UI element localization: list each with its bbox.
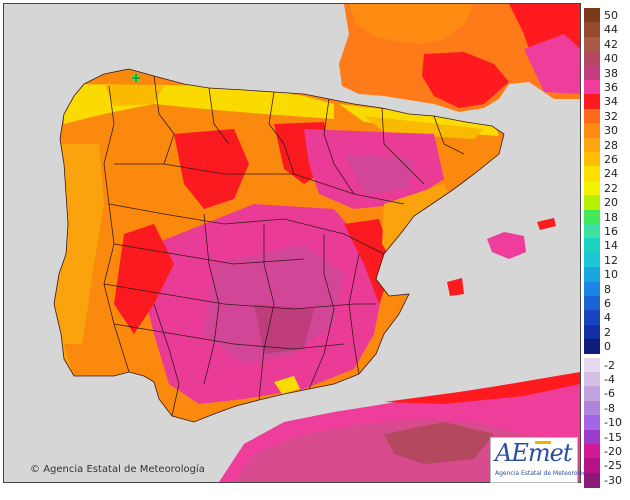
- copyright-notice: © Agencia Estatal de Meteorología: [30, 464, 205, 475]
- logo-subtext: Agencia Estatal de Meteorología: [495, 470, 592, 477]
- legend-label: 14: [604, 239, 618, 253]
- legend-label: -8: [604, 401, 615, 415]
- legend-label: -20: [604, 445, 622, 458]
- legend-swatch: [584, 472, 600, 489]
- ibiza: [447, 278, 464, 296]
- logo-accent: [535, 441, 551, 444]
- legend-row: 18: [584, 209, 628, 226]
- legend-row: 44: [584, 22, 628, 39]
- legend-label: 30: [604, 124, 618, 138]
- legend-label: 18: [604, 210, 618, 224]
- legend-row: 42: [584, 36, 628, 53]
- legend-label: 8: [604, 282, 611, 296]
- legend-label: 20: [604, 196, 618, 210]
- legend-swatch: [584, 339, 600, 356]
- legend-label: -10: [604, 416, 622, 430]
- legend-row: 28: [584, 137, 628, 154]
- legend-row: 36: [584, 80, 628, 96]
- legend-row: 16: [584, 224, 628, 240]
- legend-label: 12: [604, 253, 618, 267]
- legend-row: -30: [584, 472, 628, 489]
- copyright-icon: ©: [30, 464, 40, 475]
- location-marker-icon: [132, 74, 140, 82]
- legend-label: 10: [604, 268, 618, 282]
- legend-row: 22: [584, 180, 628, 197]
- legend-label: 28: [604, 138, 618, 152]
- temperature-legend: 50 44 42 40 38 36 34 32 30 28 26 24 22 20 18 16 14 12 10 8 6…: [584, 8, 628, 489]
- legend-label: 50: [604, 9, 618, 22]
- france-southeast-very-hot: [524, 34, 580, 94]
- legend-label: 0: [604, 340, 611, 354]
- legend-label: 44: [604, 23, 618, 37]
- legend-label: 4: [604, 311, 611, 325]
- legend-label: -2: [604, 358, 615, 372]
- legend-label: 22: [604, 181, 618, 195]
- legend-label: 26: [604, 153, 618, 166]
- legend-label: -30: [604, 473, 622, 487]
- legend-row: 50: [584, 8, 628, 24]
- copyright-text: Agencia Estatal de Meteorología: [43, 464, 205, 475]
- menorca: [537, 218, 556, 230]
- temperature-map: [3, 3, 581, 483]
- legend-row: -15: [584, 429, 628, 446]
- legend-row: 10: [584, 267, 628, 284]
- france-north: [349, 4, 474, 44]
- province-borders: [53, 68, 505, 423]
- legend-label: 32: [604, 109, 618, 123]
- legend-row: -10: [584, 415, 628, 432]
- legend-row: 0: [584, 339, 628, 356]
- legend-label: 24: [604, 167, 618, 181]
- legend-label: 34: [604, 95, 618, 109]
- legend-row: 24: [584, 166, 628, 183]
- legend-label: 42: [604, 37, 618, 51]
- france-hot-region: [422, 52, 509, 108]
- legend-label: 6: [604, 297, 611, 310]
- aemet-logo: AEmet Agencia Estatal de Meteorología: [490, 437, 592, 483]
- legend-label: 16: [604, 225, 618, 238]
- legend-label: 36: [604, 81, 618, 94]
- legend-label: 38: [604, 66, 618, 80]
- legend-label: 40: [604, 52, 618, 66]
- legend-label: -25: [604, 459, 622, 473]
- legend-label: -15: [604, 430, 622, 444]
- africa-coast: [384, 372, 580, 404]
- africa-very-hot: [384, 422, 494, 464]
- legend-row: 20: [584, 195, 628, 212]
- logo-text: AEmet: [495, 439, 572, 467]
- mallorca: [487, 232, 526, 259]
- legend-label: 2: [604, 325, 611, 339]
- legend-label: -6: [604, 387, 615, 401]
- legend-label: -4: [604, 373, 615, 386]
- iberia-temperature-map-svg: [4, 4, 580, 482]
- legend-row: 12: [584, 252, 628, 269]
